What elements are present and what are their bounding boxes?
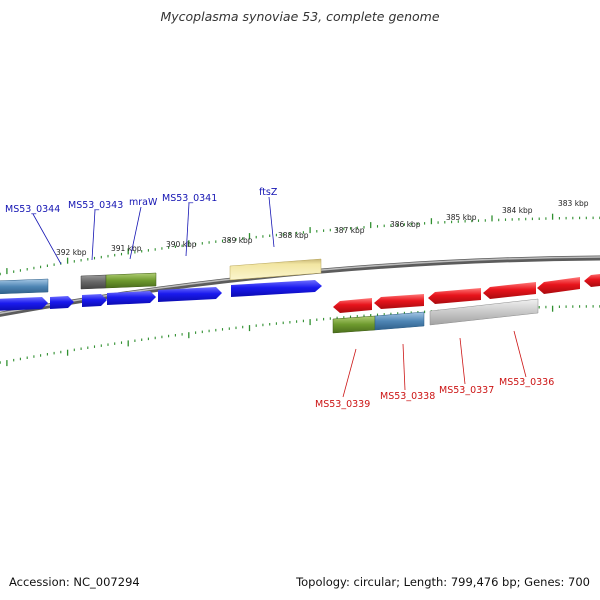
kbp-label-385: 385 kbp <box>446 213 477 222</box>
feature-steel-0338[interactable] <box>374 311 425 331</box>
map-title: Mycoplasma synoviae 53, complete genome <box>160 9 440 24</box>
forward-tick-ruler <box>0 213 600 276</box>
forward-gene-labels: MS53_0344 MS53_0343 mraW MS53_0341 ftsZ <box>5 187 278 265</box>
leader-line-ms53-0336 <box>513 330 527 378</box>
reverse-genes <box>333 273 600 313</box>
gene-label-ms53-0339[interactable]: MS53_0339 <box>315 399 370 410</box>
feature-steel-left[interactable] <box>0 278 49 295</box>
feature-olive-0339[interactable] <box>332 315 376 334</box>
leader-line-ms53-0337 <box>459 337 466 385</box>
gene-label-ftsz[interactable]: ftsZ <box>259 187 278 198</box>
leader-line-ms53-0339 <box>342 348 357 398</box>
gene-label-ms53-0341[interactable]: MS53_0341 <box>162 193 217 204</box>
feature-dark-mraw[interactable] <box>80 274 107 290</box>
accession-text: Accession: NC_007294 <box>9 575 140 589</box>
kbp-label-386: 386 kbp <box>390 220 421 229</box>
genome-stats-text: Topology: circular; Length: 799,476 bp; … <box>296 575 590 589</box>
gene-arrow-ms53-0338[interactable] <box>374 294 424 309</box>
forward-genes <box>0 280 322 311</box>
feature-olive-mraw[interactable] <box>105 272 157 289</box>
kbp-label-391: 391 kbp <box>111 244 142 253</box>
gene-arrow-ms53-0334[interactable] <box>584 273 600 287</box>
gene-arrow-ms53-0336[interactable] <box>483 282 536 299</box>
kbp-labels: 392 kbp 391 kbp 390 kbp 389 kbp 388 kbp … <box>56 199 589 257</box>
gene-arrow-ms53-0335[interactable] <box>537 277 580 294</box>
gene-label-ms53-0338[interactable]: MS53_0338 <box>380 391 435 402</box>
gene-label-ms53-0336[interactable]: MS53_0336 <box>499 377 554 388</box>
gene-arrow-mraw-a[interactable] <box>82 294 107 307</box>
gene-label-ms53-0343[interactable]: MS53_0343 <box>68 200 123 211</box>
gene-arrow-ms53-0343[interactable] <box>50 296 74 309</box>
kbp-label-384: 384 kbp <box>502 206 533 215</box>
gene-label-mraw[interactable]: mraW <box>129 197 158 208</box>
gene-arrow-ms53-0344[interactable] <box>0 297 48 311</box>
kbp-label-392: 392 kbp <box>56 248 87 257</box>
reverse-gene-labels: MS53_0339 MS53_0338 MS53_0337 MS53_0336 <box>315 330 554 410</box>
kbp-label-389: 389 kbp <box>222 236 253 245</box>
gene-arrow-mraw-b[interactable] <box>107 291 156 305</box>
leader-line-ms53-0338 <box>402 343 406 391</box>
kbp-label-390: 390 kbp <box>166 240 197 249</box>
leader-line-ms53-0341 <box>185 202 190 257</box>
leader-line-mraw <box>129 206 142 260</box>
forward-feature-row-upper <box>0 258 322 295</box>
gene-arrow-ftsz[interactable] <box>231 280 322 297</box>
feature-yellow-ftsz[interactable] <box>229 258 322 281</box>
leader-line-ftsz <box>268 196 275 248</box>
reverse-feature-row-lower <box>332 298 539 334</box>
kbp-label-388: 388 kbp <box>278 231 309 240</box>
feature-light-0337[interactable] <box>429 298 539 326</box>
gene-label-ms53-0344[interactable]: MS53_0344 <box>5 204 60 215</box>
gene-arrow-ms53-0339[interactable] <box>333 298 372 313</box>
leader-line-ms53-0343 <box>91 209 96 261</box>
leader-line-ms53-0344 <box>32 213 62 265</box>
gene-arrow-ms53-0337[interactable] <box>428 288 481 304</box>
kbp-label-387: 387 kbp <box>334 226 365 235</box>
gene-arrow-ms53-0341[interactable] <box>158 287 222 302</box>
gene-label-ms53-0337[interactable]: MS53_0337 <box>439 385 494 396</box>
kbp-label-383: 383 kbp <box>558 199 589 208</box>
